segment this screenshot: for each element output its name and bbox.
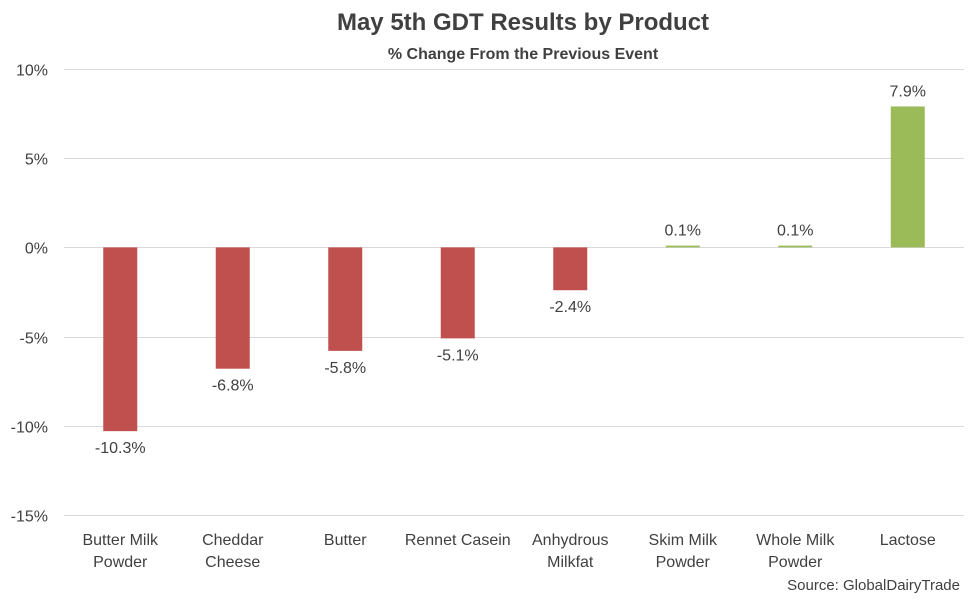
y-tick-label: 5%: [25, 152, 48, 169]
y-tick-label: 10%: [16, 63, 48, 80]
bar: [440, 247, 475, 339]
bar: [328, 247, 363, 351]
y-tick-label: 0%: [25, 241, 48, 258]
bars: [103, 106, 925, 432]
chart-subtitle: % Change From the Previous Event: [388, 46, 659, 63]
x-axis-categories: Butter Milk Powder Cheddar Cheese Butter Renn…: [82, 532, 935, 571]
category-label: Cheddar Cheese: [202, 532, 264, 571]
category-label: Skim Milk Powder: [649, 532, 718, 571]
category-label: Butter Milk Powder: [82, 532, 159, 571]
gridlines: [64, 69, 964, 516]
data-label: -5.1%: [437, 347, 479, 364]
bar: [778, 245, 813, 248]
data-label: -6.8%: [212, 378, 254, 395]
data-label: 0.1%: [665, 223, 701, 240]
data-label: 7.9%: [890, 83, 926, 100]
data-label: -2.4%: [549, 299, 591, 316]
y-tick-label: -5%: [20, 331, 48, 348]
bar: [665, 245, 700, 248]
category-label: Butter: [324, 532, 367, 549]
y-axis-ticks: 10% 5% 0% -5% -10% -15%: [11, 63, 48, 526]
category-label: Whole Milk Powder: [756, 532, 835, 571]
category-label: Rennet Casein: [405, 532, 511, 549]
data-label: 0.1%: [777, 223, 813, 240]
category-label: Lactose: [880, 532, 936, 549]
y-tick-label: -10%: [11, 420, 48, 437]
bar: [215, 247, 250, 369]
data-label: -10.3%: [95, 440, 146, 457]
source-note: Source: GlobalDairyTrade: [787, 577, 960, 594]
y-tick-label: -15%: [11, 509, 48, 526]
data-label: -5.8%: [324, 360, 366, 377]
bar: [553, 247, 588, 291]
bar: [103, 247, 138, 432]
chart-title: May 5th GDT Results by Product: [337, 9, 709, 36]
bar: [890, 106, 925, 248]
data-labels: -10.3% -6.8% -5.8% -5.1% -2.4% 0.1% 0.1% 7.9%: [95, 83, 926, 457]
category-label: Anhydrous Milkfat: [532, 532, 609, 571]
